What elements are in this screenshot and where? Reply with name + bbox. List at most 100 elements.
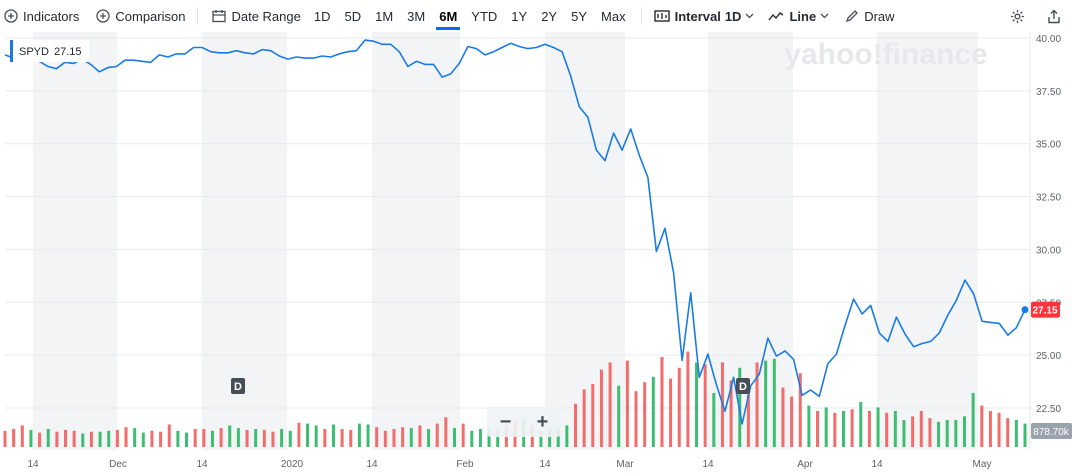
share-button[interactable] bbox=[1047, 0, 1061, 32]
candles-icon bbox=[653, 10, 670, 22]
volume-bar bbox=[867, 411, 871, 447]
month-band bbox=[877, 32, 978, 450]
volume-bar bbox=[271, 431, 275, 447]
pencil-icon bbox=[846, 10, 859, 23]
volume-bar bbox=[288, 430, 292, 447]
range-ytd[interactable]: YTD bbox=[471, 8, 498, 24]
volume-bar bbox=[565, 425, 569, 447]
volume-bar bbox=[669, 378, 673, 447]
chart-toolbar: Indicators Comparison Date Range 1D 5D 1M 3… bbox=[0, 0, 1072, 32]
dividend-marker bbox=[231, 378, 245, 394]
volume-bar bbox=[418, 425, 422, 447]
draw-button[interactable]: Draw bbox=[845, 0, 895, 32]
volume-bar bbox=[582, 389, 586, 447]
plus-circle-icon bbox=[4, 9, 18, 23]
volume-bar bbox=[72, 430, 76, 447]
volume-bar bbox=[150, 430, 154, 447]
volume-bar bbox=[98, 431, 102, 447]
volume-bar bbox=[89, 431, 93, 447]
date-range-button[interactable]: Date Range bbox=[212, 0, 301, 32]
volume-bar bbox=[115, 429, 119, 447]
volume-bar bbox=[686, 351, 690, 447]
legend-box bbox=[13, 40, 89, 62]
volume-bar bbox=[824, 407, 828, 447]
watermark: yahoo!finance bbox=[784, 38, 987, 71]
volume-bar bbox=[427, 429, 431, 447]
volume-bar bbox=[314, 425, 318, 447]
volume-bar bbox=[781, 387, 785, 447]
range-3m[interactable]: 3M bbox=[407, 8, 426, 24]
volume-bar bbox=[988, 411, 992, 447]
indicators-button[interactable]: Indicators bbox=[4, 0, 79, 32]
volume-value-label: 878.70k bbox=[1033, 427, 1070, 438]
volume-bar bbox=[876, 407, 880, 447]
toolbar-divider bbox=[197, 7, 199, 25]
volume-bar bbox=[167, 424, 171, 447]
plus-circle-icon bbox=[96, 9, 111, 23]
volume-bar bbox=[219, 428, 223, 447]
volume-bar bbox=[755, 362, 759, 447]
volume-bar bbox=[193, 429, 197, 447]
volume-bar bbox=[703, 364, 707, 447]
y-tick-label: 40.00 bbox=[1036, 34, 1061, 45]
volume-bar bbox=[210, 430, 214, 447]
price-chart[interactable]: yahoo!finance 40.00 37.50 35.00 32.50 30.00 27… bbox=[0, 32, 1072, 476]
volume-bar bbox=[461, 423, 465, 447]
y-tick-label: 35.00 bbox=[1036, 140, 1061, 151]
interval-button[interactable]: Interval 1D bbox=[653, 0, 755, 32]
comparison-button[interactable]: Comparison bbox=[96, 0, 185, 32]
volume-bar bbox=[746, 394, 750, 447]
share-icon bbox=[1048, 9, 1060, 23]
gear-icon bbox=[1010, 9, 1025, 23]
indicators-label: Indicators bbox=[23, 8, 80, 24]
date-range-label: Date Range bbox=[231, 8, 301, 24]
month-band bbox=[545, 32, 625, 450]
range-selector: 1D 5D 1M 3M 6M YTD 1Y 2Y 5Y Max bbox=[307, 0, 633, 32]
range-2y[interactable]: 2Y bbox=[541, 8, 558, 24]
volume-bar bbox=[919, 411, 923, 447]
chart-type-button[interactable]: Line bbox=[768, 0, 829, 32]
volume-bar bbox=[107, 430, 111, 447]
volume-bar bbox=[798, 373, 802, 447]
volume-bar bbox=[902, 420, 906, 447]
volume-bar bbox=[12, 429, 16, 447]
volume-bar bbox=[634, 391, 638, 447]
volume-bar bbox=[712, 393, 716, 447]
calendar-icon bbox=[212, 10, 227, 23]
volume-bar bbox=[55, 431, 59, 447]
y-tick-label: 37.50 bbox=[1036, 87, 1061, 98]
y-tick-label: 22.50 bbox=[1036, 404, 1061, 415]
range-1d[interactable]: 1D bbox=[313, 8, 331, 24]
volume-bar bbox=[306, 423, 310, 447]
range-5d[interactable]: 5D bbox=[344, 8, 362, 24]
volume-bar bbox=[133, 428, 137, 447]
volume-bar bbox=[254, 429, 258, 447]
zoom-out-button[interactable]: − bbox=[499, 410, 512, 433]
range-5y[interactable]: 5Y bbox=[571, 8, 588, 24]
interval-value: 1D bbox=[724, 8, 742, 24]
volume-bar bbox=[625, 360, 629, 447]
range-1y[interactable]: 1Y bbox=[511, 8, 528, 24]
x-tick-label: Dec bbox=[109, 459, 127, 470]
volume-bar bbox=[64, 429, 68, 447]
x-tick-label: Feb bbox=[456, 459, 474, 470]
y-tick-label: 25.00 bbox=[1036, 351, 1061, 362]
volume-bar bbox=[971, 393, 975, 447]
volume-bar bbox=[850, 409, 854, 447]
settings-button[interactable] bbox=[1010, 0, 1025, 32]
volume-bar bbox=[323, 429, 327, 447]
chart-type-label: Line bbox=[789, 8, 817, 24]
zoom-in-button[interactable]: + bbox=[536, 410, 549, 433]
volume-bar bbox=[435, 423, 439, 447]
range-1m[interactable]: 1M bbox=[375, 8, 394, 24]
volume-bar bbox=[401, 427, 405, 447]
volume-bar bbox=[539, 430, 543, 447]
interval-label: Interval bbox=[674, 8, 721, 24]
range-6m[interactable]: 6M bbox=[432, 0, 464, 32]
range-max[interactable]: Max bbox=[601, 8, 626, 24]
volume-bar bbox=[660, 357, 664, 447]
dividend-marker-label: D bbox=[234, 381, 242, 393]
volume-bar bbox=[366, 424, 370, 447]
volume-bar bbox=[409, 428, 413, 447]
x-tick-label: May bbox=[973, 459, 992, 470]
